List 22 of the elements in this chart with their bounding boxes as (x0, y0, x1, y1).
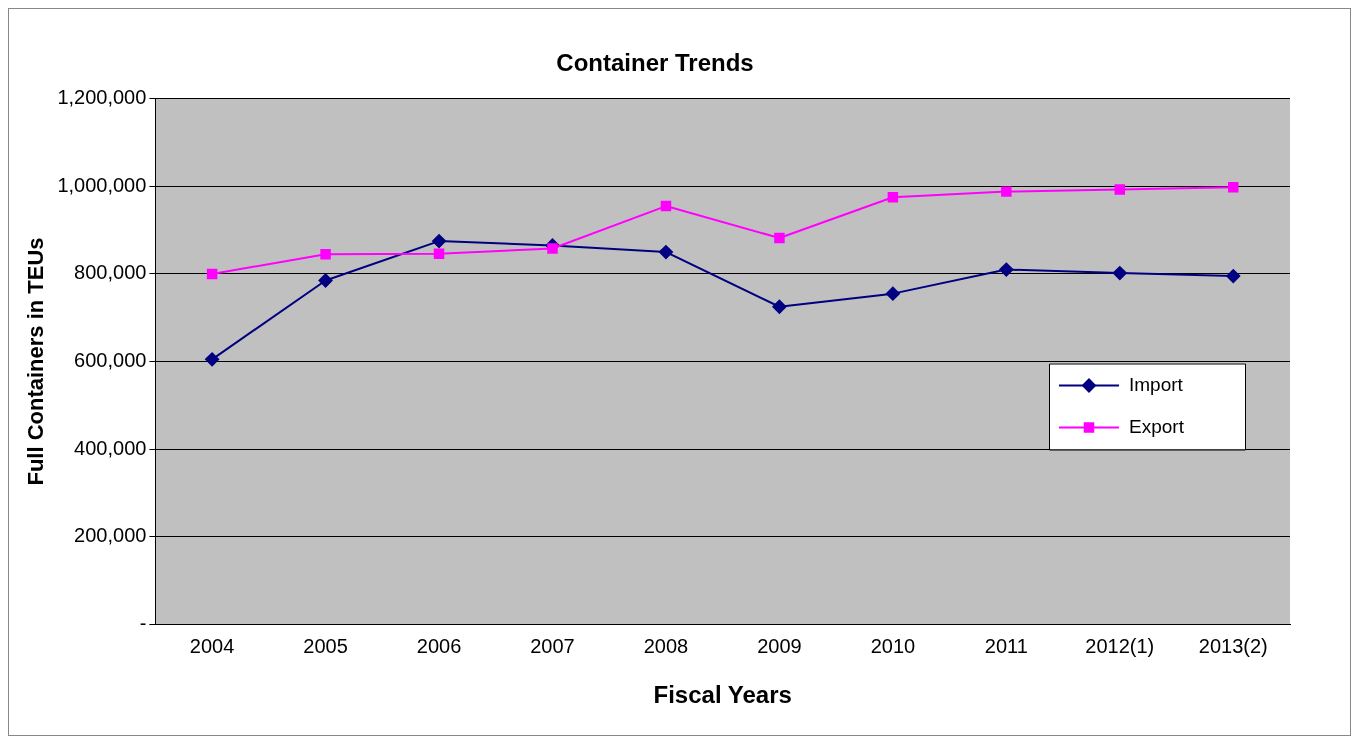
x-tick-label: 2009 (757, 634, 802, 657)
y-tick-label: - (139, 611, 147, 634)
x-axis-title: Fiscal Years (653, 681, 792, 709)
y-tick-label: 1,200,000 (57, 86, 147, 109)
y-tick-label: 400,000 (74, 436, 147, 459)
legend-label: Import (1129, 373, 1184, 395)
y-axis-title: Full Containers in TEUs (23, 237, 49, 486)
legend-label: Export (1129, 415, 1185, 437)
x-tick-label: 2004 (189, 634, 235, 657)
x-tick-label: 2013(2) (1198, 634, 1268, 657)
x-tick-label: 2010 (870, 634, 916, 657)
chart-title: Container Trends (556, 49, 754, 77)
x-tick-label: 2005 (303, 634, 348, 657)
x-tick-label: 2012(1) (1085, 634, 1155, 657)
y-tick-label: 800,000 (74, 261, 147, 284)
x-tick-label: 2011 (984, 634, 1028, 657)
y-tick-label: 200,000 (74, 524, 147, 547)
x-tick-label: 2008 (643, 634, 689, 657)
y-tick-label: 600,000 (74, 349, 147, 372)
x-tick-label: 2007 (530, 634, 575, 657)
y-tick-label: 1,000,000 (57, 173, 147, 196)
x-tick-label: 2006 (416, 634, 462, 657)
